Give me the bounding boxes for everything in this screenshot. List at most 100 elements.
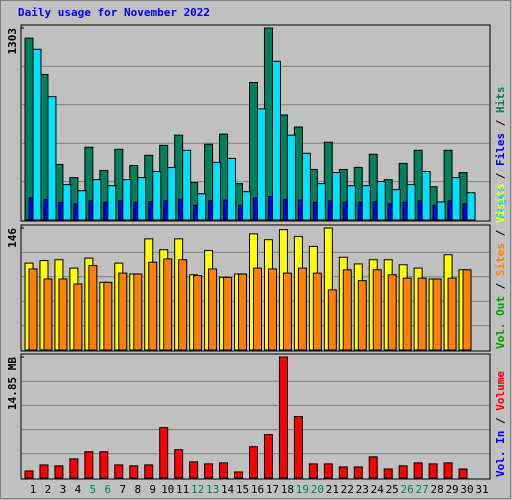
x-tick-label: 12 [191,483,204,496]
bar [182,149,192,221]
bar [338,466,348,479]
bar [47,96,57,221]
x-tick-label: 10 [161,483,174,496]
x-tick-label: 8 [134,483,141,496]
bar [297,267,307,351]
bar [383,468,393,479]
bar [413,462,423,479]
bar [152,171,162,221]
bar [208,268,218,351]
bar [323,463,333,479]
bar [219,462,229,479]
bar [92,179,102,221]
bar [391,189,401,221]
bar [402,277,412,351]
legend-separator: / [494,113,507,133]
bar [88,265,98,351]
bar [253,267,262,351]
y-tick-label: 14.85 MB [6,357,19,410]
legend: Vol. Out / Sites / Visits [494,183,507,349]
bar [331,172,341,221]
bar [223,276,233,351]
bar [368,456,378,479]
bar [451,177,461,221]
bar [361,185,371,221]
bar [39,464,49,479]
bar [406,184,416,221]
bar [118,272,128,351]
bar [357,280,367,351]
x-tick-label: 25 [386,483,399,496]
x-tick-label: 18 [281,483,294,496]
bar [316,183,326,221]
bar [69,458,79,479]
bar [122,179,132,221]
bar [271,60,281,221]
bar [24,37,34,221]
bar [178,259,188,351]
bar [466,192,476,221]
x-tick-label: 17 [266,483,279,496]
bar [159,427,169,479]
x-tick-label: 7 [119,483,126,496]
bar [462,269,472,351]
legend-separator: / [494,223,507,243]
bar [342,269,352,351]
bar [312,272,322,351]
x-tick-label: 30 [460,483,473,496]
bar [144,464,154,479]
bar [249,446,258,479]
bar [107,185,117,221]
bar [174,449,184,479]
bar [28,268,38,351]
bar [103,281,113,351]
bar [267,268,277,351]
x-tick-label: 24 [371,483,385,496]
x-tick-label: 21 [326,483,339,496]
legend-separator: / [494,276,507,296]
bar [278,356,288,479]
legend-entry: Vol. In [494,431,507,477]
bar [301,152,311,221]
bar [432,278,442,351]
legend-separator: / [494,166,507,186]
bar [293,415,303,479]
legend-separator: / [494,411,507,431]
legend: Pages / Files / Hits [494,87,507,220]
bar [417,277,427,351]
bar [346,185,356,221]
x-tick-label: 1 [30,483,37,496]
x-tick-label: 15 [236,483,249,496]
x-tick-label: 4 [75,483,82,496]
legend-entry: Vol. Out [494,296,507,349]
bar [58,278,68,351]
x-tick-label: 23 [356,483,369,496]
legend-entry: Files [494,133,507,166]
bar [286,134,296,221]
bar [387,274,397,351]
x-tick-label: 14 [221,483,235,496]
bar [376,181,386,221]
x-tick-label: 22 [341,483,354,496]
bar [193,275,203,351]
bar [148,261,158,351]
bar [129,465,139,479]
x-tick-label: 19 [296,483,309,496]
bar [421,171,431,221]
bar [436,201,446,221]
bar [308,463,318,479]
bar [398,465,408,479]
y-tick-label: 1303 [6,28,19,55]
bar [133,273,143,351]
bar [114,464,124,479]
bar [212,161,222,221]
bar [32,48,42,221]
bar [353,466,363,479]
legend-entry: Volume [494,371,507,411]
legend-entry: Hits [494,87,507,114]
x-tick-label: 26 [401,483,414,496]
bar [167,166,177,221]
